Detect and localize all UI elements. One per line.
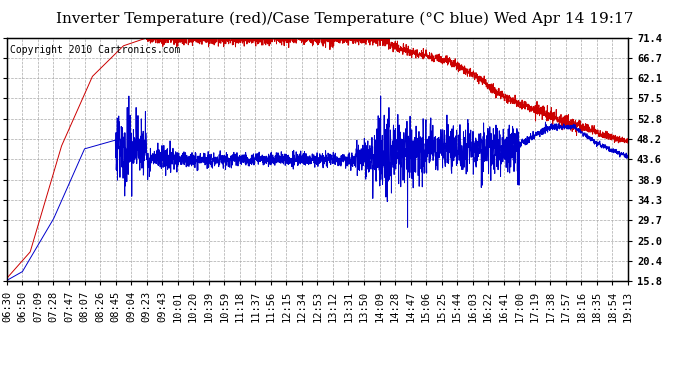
Text: Inverter Temperature (red)/Case Temperature (°C blue) Wed Apr 14 19:17: Inverter Temperature (red)/Case Temperat… (57, 11, 633, 26)
Text: Copyright 2010 Cartronics.com: Copyright 2010 Cartronics.com (10, 45, 180, 55)
